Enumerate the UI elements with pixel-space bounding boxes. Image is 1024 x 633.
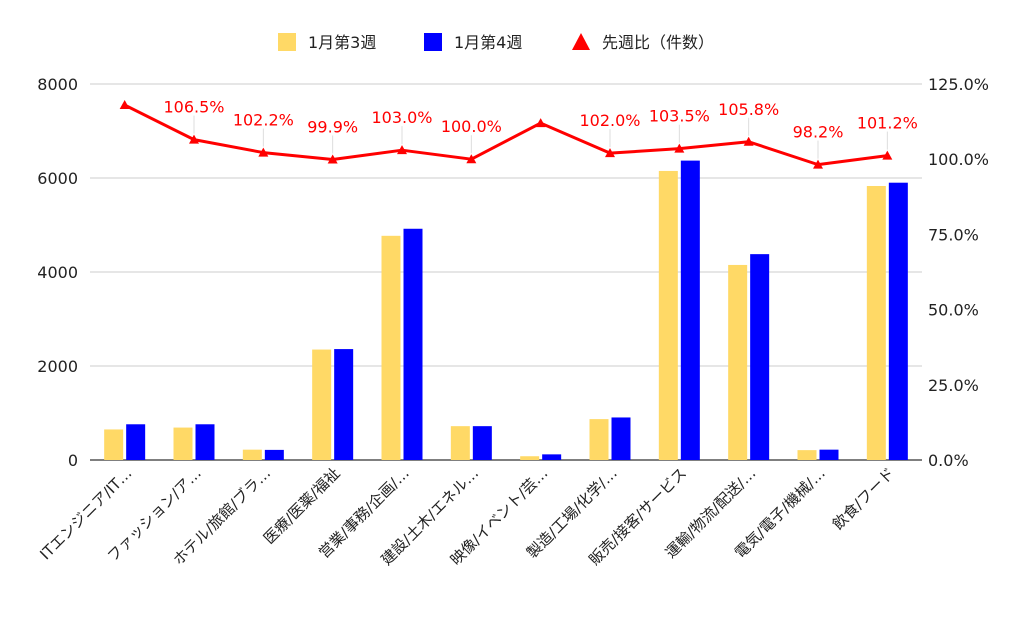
legend-swatch <box>424 33 442 51</box>
ratio-marker <box>605 148 615 158</box>
y-left-tick-label: 4000 <box>37 263 78 282</box>
legend: 1月第3週 1月第4週 先週比（件数） <box>278 33 714 52</box>
ratio-marker <box>674 143 685 153</box>
ratio-marker <box>535 118 546 128</box>
bar-week3 <box>797 450 817 460</box>
bar-week4 <box>611 417 631 460</box>
bar-week4 <box>403 228 423 460</box>
bar-week3 <box>866 185 886 461</box>
bar-week4 <box>472 426 492 460</box>
y-left-tick-label: 0 <box>68 451 78 470</box>
ratio-line-path <box>123 103 888 167</box>
bar-week3 <box>242 449 262 460</box>
bar-week3 <box>173 427 193 460</box>
bar-week3 <box>658 170 678 460</box>
ratio-marker <box>397 145 407 155</box>
y-right-tick-label: 0.0% <box>928 451 969 470</box>
legend-swatch <box>278 33 296 51</box>
ratio-data-label: 103.5% <box>649 107 710 126</box>
bar-week3 <box>728 264 748 460</box>
ratio-data-label: 98.2% <box>793 123 844 142</box>
y-axis-left: 0 2000 4000 6000 8000 <box>37 75 78 470</box>
ratio-data-label: 106.5% <box>163 98 224 117</box>
ratio-data-label: 102.2% <box>233 111 294 130</box>
legend-swatch <box>572 33 590 50</box>
y-left-tick-label: 8000 <box>37 75 78 94</box>
bars <box>104 160 908 461</box>
bar-week3 <box>589 419 609 460</box>
ratio-marker <box>466 154 477 164</box>
y-right-tick-label: 75.0% <box>928 225 979 244</box>
bar-week3 <box>381 235 401 460</box>
y-right-tick-label: 100.0% <box>928 150 989 169</box>
ratio-data-label: 100.0% <box>441 117 502 136</box>
grid <box>90 83 922 461</box>
legend-label: 1月第3週 <box>308 33 376 52</box>
ratio-data-label: 103.0% <box>371 108 432 127</box>
bar-week4 <box>888 182 908 460</box>
ratio-data-label: 99.9% <box>307 118 358 137</box>
bar-week4 <box>542 454 562 460</box>
legend-label: 先週比（件数） <box>602 33 714 52</box>
bar-week4 <box>126 424 146 460</box>
y-left-tick-label: 2000 <box>37 357 78 376</box>
bar-week4 <box>750 254 770 460</box>
ratio-data-label: 102.0% <box>579 111 640 130</box>
y-left-tick-label: 6000 <box>37 169 78 188</box>
bar-week4 <box>680 160 700 461</box>
bar-week4 <box>195 424 215 460</box>
bar-week4 <box>264 449 284 460</box>
ratio-marker <box>813 159 823 169</box>
y-right-tick-label: 50.0% <box>928 301 979 320</box>
ratio-marker <box>743 136 754 146</box>
legend-label: 1月第4週 <box>454 33 522 52</box>
ratio-line: 106.5% 102.2% 99.9% 103.0% 100.0% 102.0% 103.5… <box>119 98 918 169</box>
ratio-data-label: 101.2% <box>857 114 918 133</box>
ratio-marker <box>119 100 130 110</box>
ratio-data-label: 105.8% <box>718 100 779 119</box>
ratio-marker <box>327 154 338 164</box>
ratio-marker <box>258 147 269 157</box>
bar-week4 <box>819 449 839 460</box>
ratio-marker <box>882 150 893 160</box>
x-axis-labels: ITエンジニア/IT…ファッション/ア…ホテル/旅館/ブラ…医療/医薬/福祉営業… <box>36 464 898 569</box>
x-category-label: 飲食/フード <box>829 464 898 533</box>
bar-week3 <box>104 429 124 460</box>
bar-week4 <box>334 349 354 460</box>
y-axis-right: 0.0% 25.0% 50.0% 75.0% 100.0% 125.0% <box>928 75 989 470</box>
y-right-tick-label: 125.0% <box>928 75 989 94</box>
bar-week3 <box>520 456 540 460</box>
y-right-tick-label: 25.0% <box>928 376 979 395</box>
ratio-marker <box>189 134 199 144</box>
bar-week3 <box>312 349 332 460</box>
bar-week3 <box>450 426 470 460</box>
